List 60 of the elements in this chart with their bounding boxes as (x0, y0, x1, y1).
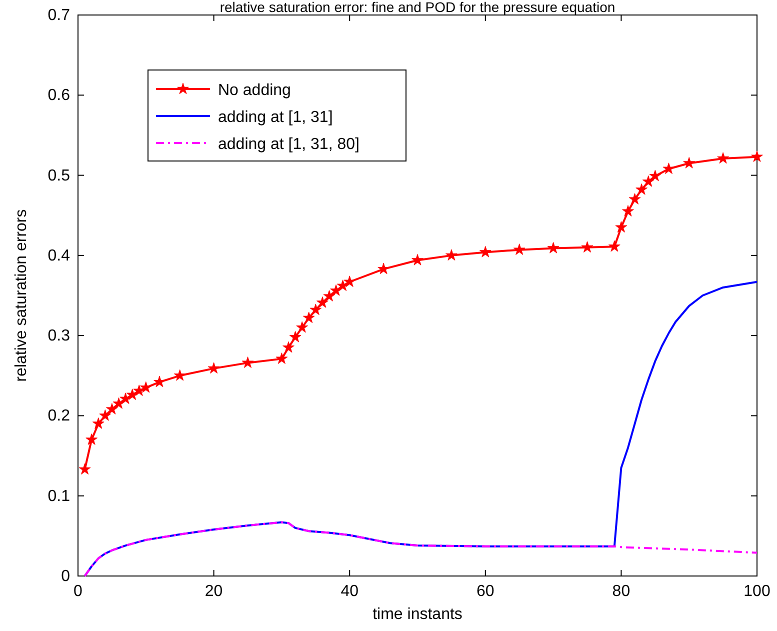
point (547, 242, 560, 254)
x-tick-label: 100 (744, 583, 770, 600)
point (316, 296, 328, 308)
y-tick-label: 0.1 (48, 488, 70, 505)
point (330, 284, 342, 296)
x-tick-label: 60 (476, 583, 494, 600)
y-tick-label: 0 (61, 568, 70, 585)
point (683, 157, 696, 168)
point (140, 381, 152, 393)
point (154, 376, 166, 388)
point (412, 254, 424, 266)
point (581, 241, 594, 252)
point (242, 356, 254, 368)
x-tick-label: 0 (74, 583, 83, 600)
x-tick-label: 20 (204, 583, 223, 600)
y-tick-label: 0.3 (48, 328, 70, 345)
point (622, 205, 634, 216)
point (276, 352, 288, 364)
point (378, 262, 390, 274)
y-axis-title: relative saturation errors (13, 209, 30, 382)
y-tick-label: 0.7 (48, 7, 70, 24)
point (642, 175, 654, 187)
point (751, 150, 763, 162)
point (513, 244, 526, 255)
point (310, 304, 322, 316)
legend-label: adding at [1, 31] (218, 109, 333, 126)
point (649, 170, 662, 182)
y-tick-label: 0.4 (48, 247, 70, 264)
x-axis-title: time instants (372, 606, 462, 623)
point (92, 418, 104, 429)
point (662, 162, 675, 174)
point (112, 397, 125, 409)
legend-label: adding at [1, 31, 80] (218, 136, 360, 153)
point (628, 193, 641, 204)
point (78, 463, 91, 474)
point (446, 249, 458, 261)
point (208, 362, 220, 374)
point (479, 246, 492, 258)
point (99, 409, 112, 421)
point (636, 183, 648, 195)
y-tick-label: 0.5 (48, 167, 70, 184)
point (174, 369, 186, 381)
point (302, 312, 315, 324)
point (289, 330, 302, 342)
x-tick-label: 80 (612, 583, 630, 600)
line-series (84, 521, 758, 577)
point (86, 434, 98, 445)
point (717, 152, 729, 164)
y-tick-label: 0.2 (48, 408, 70, 425)
point (282, 341, 294, 353)
point (106, 403, 118, 414)
y-tick-label: 0.6 (48, 87, 70, 104)
legend-label: No adding (218, 82, 291, 99)
point (608, 240, 620, 252)
x-tick-label: 40 (340, 583, 359, 600)
point (344, 276, 356, 287)
point (615, 221, 628, 232)
point (296, 321, 308, 333)
point (323, 290, 336, 302)
chart-title: relative saturation error: fine and POD for the pressure equation (220, 0, 616, 15)
